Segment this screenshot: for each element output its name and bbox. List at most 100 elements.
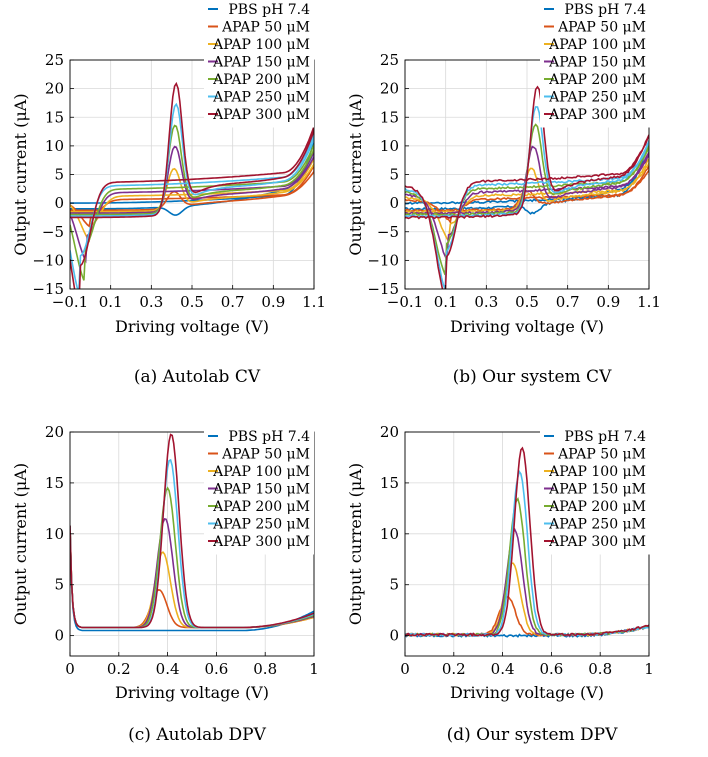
series-line-apap-300-um	[70, 81, 314, 289]
y-tick-label: 5	[389, 166, 399, 184]
legend-entry-apap-50-um: APAP 50 μM	[557, 20, 646, 36]
y-tick-label: 20	[45, 80, 64, 98]
x-tick-label: −0.1	[387, 293, 423, 311]
y-tick-label: 10	[45, 137, 64, 155]
series-group	[405, 446, 649, 638]
panel-caption: (d) Our system DPV	[447, 725, 619, 745]
legend-entry-apap-150-um: APAP 150 μM	[212, 482, 310, 498]
legend-entry-apap-250-um: APAP 250 μM	[212, 517, 310, 533]
legend-entry-apap-50-um: APAP 50 μM	[557, 447, 646, 463]
x-tick-label: 0.8	[588, 660, 612, 678]
x-tick-label: 0	[65, 660, 75, 678]
x-tick-label: 0.3	[139, 293, 163, 311]
legend-entry-apap-100-um: APAP 100 μM	[548, 464, 646, 480]
chart-panel-our-system-cv: −0.1 0.1 0.3 0.5 0.7 0.9 1.1 −15 −10 −5 0 5 10 15 20 25…	[346, 1, 661, 387]
legend-entry-apap-150-um: APAP 150 μM	[212, 55, 310, 71]
legend-entry-apap-150-um: APAP 150 μM	[548, 482, 646, 498]
x-tick-label: 1	[644, 660, 654, 678]
series-line-pbs-ph-7-4	[405, 140, 649, 215]
y-tick-label: −15	[32, 280, 64, 298]
y-tick-label: 20	[380, 80, 399, 98]
legend-entry-pbs-ph-7-4: PBS pH 7.4	[228, 429, 310, 445]
y-tick-label: 10	[45, 525, 64, 543]
legend-entry-apap-200-um: APAP 200 μM	[212, 499, 310, 515]
x-tick-label: 0	[400, 660, 410, 678]
legend-entry-apap-300-um: APAP 300 μM	[548, 534, 646, 550]
y-tick-label: 5	[54, 166, 64, 184]
legend-entry-apap-300-um: APAP 300 μM	[212, 107, 310, 123]
y-tick-label: 15	[380, 108, 399, 126]
legend-entry-apap-50-um: APAP 50 μM	[221, 20, 310, 36]
series-line-apap-150-um	[405, 145, 649, 261]
y-tick-label: −5	[42, 223, 64, 241]
y-axis-label: Output current (μA)	[346, 463, 365, 625]
x-tick-label: 0.5	[515, 293, 539, 311]
y-tick-label: 10	[380, 525, 399, 543]
y-axis-label: Output current (μA)	[11, 93, 30, 255]
legend-entry-apap-100-um: APAP 100 μM	[212, 37, 310, 53]
series-line-apap-100-um	[405, 157, 649, 244]
legend-entry-apap-200-um: APAP 200 μM	[548, 499, 646, 515]
legend-entry-pbs-ph-7-4: PBS pH 7.4	[564, 2, 646, 18]
panel-caption: (b) Our system CV	[453, 367, 612, 387]
legend-background	[540, 1, 650, 128]
series-line-apap-250-um	[405, 106, 649, 289]
y-tick-label: 25	[380, 51, 399, 69]
legend-entry-apap-250-um: APAP 250 μM	[548, 90, 646, 106]
legend-entry-pbs-ph-7-4: PBS pH 7.4	[564, 429, 646, 445]
y-tick-label: 5	[389, 576, 399, 594]
y-tick-label: 20	[45, 423, 64, 441]
series-line-apap-200-um	[405, 123, 649, 276]
series-line-apap-250-um	[70, 102, 314, 289]
legend-entry-apap-100-um: APAP 100 μM	[548, 37, 646, 53]
x-tick-label: 0.1	[99, 293, 123, 311]
legend-entry-apap-250-um: APAP 250 μM	[212, 90, 310, 106]
x-axis-label: Driving voltage (V)	[115, 317, 269, 336]
series-line-pbs-ph-7-4	[70, 141, 314, 216]
series-line-apap-200-um	[70, 124, 314, 281]
legend-entry-apap-250-um: APAP 250 μM	[548, 517, 646, 533]
x-tick-label: 0.7	[221, 293, 245, 311]
x-tick-label: 0.2	[107, 660, 131, 678]
x-axis-label: Driving voltage (V)	[450, 683, 604, 702]
legend-entry-apap-200-um: APAP 200 μM	[548, 72, 646, 88]
x-tick-label: −0.1	[52, 293, 88, 311]
y-tick-label: 10	[380, 137, 399, 155]
panel-caption: (c) Autolab DPV	[128, 725, 266, 745]
x-axis-label: Driving voltage (V)	[115, 683, 269, 702]
series-line-apap-300-um	[405, 85, 649, 289]
legend-entry-pbs-ph-7-4: PBS pH 7.4	[228, 2, 310, 18]
y-tick-label: 0	[389, 194, 399, 212]
legend-background	[204, 1, 314, 128]
y-tick-label: −5	[377, 223, 399, 241]
y-axis-label: Output current (μA)	[11, 463, 30, 625]
y-tick-label: −15	[367, 280, 399, 298]
legend-background	[540, 428, 650, 555]
x-tick-label: 0.7	[556, 293, 580, 311]
y-tick-label: 0	[389, 627, 399, 645]
series-line-apap-150-um	[70, 145, 314, 264]
legend-entry-apap-200-um: APAP 200 μM	[212, 72, 310, 88]
y-tick-label: 0	[54, 627, 64, 645]
series-line-pbs-ph-7-4	[70, 528, 314, 632]
series-group	[70, 433, 314, 632]
x-tick-label: 0.9	[596, 293, 620, 311]
x-tick-label: 0.6	[204, 660, 228, 678]
legend-entry-apap-150-um: APAP 150 μM	[548, 55, 646, 71]
x-tick-label: 1.1	[302, 293, 326, 311]
legend-entry-apap-50-um: APAP 50 μM	[221, 447, 310, 463]
x-tick-label: 0.8	[253, 660, 277, 678]
legend-background	[204, 428, 314, 555]
x-tick-label: 0.2	[442, 660, 466, 678]
chart-panel-autolab-cv: −0.1 0.1 0.3 0.5 0.7 0.9 1.1 −15 −10 −5 0 5 10 15 20 25…	[11, 1, 326, 387]
y-tick-label: 0	[54, 194, 64, 212]
y-axis-label: Output current (μA)	[346, 93, 365, 255]
legend-entry-apap-100-um: APAP 100 μM	[212, 464, 310, 480]
series-group	[70, 81, 314, 289]
